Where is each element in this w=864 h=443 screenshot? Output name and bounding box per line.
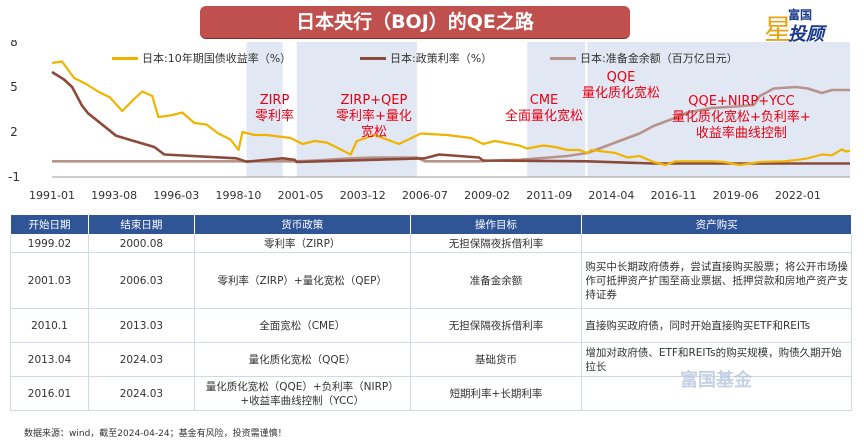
cell-assets: 直接购买政府债，同时开始直接购买ETF和REITs bbox=[581, 308, 852, 343]
watermark: 富国基金 bbox=[680, 370, 752, 391]
cell-start: 2001.03 bbox=[10, 252, 89, 309]
cell-end: 2024.03 bbox=[87, 376, 195, 411]
cell-start: 2010.1 bbox=[10, 308, 89, 343]
cell-policy: 量化质化宽松（QQE） bbox=[193, 342, 411, 377]
cell-policy: 零利率（ZIRP） bbox=[193, 234, 411, 253]
shaded-period bbox=[587, 42, 850, 177]
cell-start: 1999.02 bbox=[10, 234, 89, 253]
x-tick-label: 2011-09 bbox=[526, 189, 572, 202]
annotation-line: 量化质化宽松 bbox=[582, 86, 661, 101]
header-target: 操作目标 bbox=[409, 214, 583, 235]
table-row: 2013.04 2024.03 量化质化宽松（QQE） 基础货币 增加对政府债、… bbox=[10, 342, 852, 377]
annotation-cme: CME 全面量化宽松 bbox=[505, 93, 583, 125]
legend-label-policy: 日本:政策利率（%） bbox=[390, 52, 493, 65]
header-policy: 货币政策 bbox=[193, 214, 411, 235]
legend-swatch-yield bbox=[112, 56, 138, 60]
table-row: 2010.1 2013.03 全面宽松（CME） 无担保隔夜拆借利率 直接购买政… bbox=[10, 308, 852, 343]
annotation-line: CME bbox=[529, 93, 559, 108]
x-tick-label: 2001-05 bbox=[278, 189, 324, 202]
x-tick-label: 2022-01 bbox=[775, 189, 821, 202]
cell-start: 2013.04 bbox=[10, 342, 89, 377]
cell-target: 短期利率+长期利率 bbox=[409, 376, 583, 411]
y-tick-label: -1 bbox=[8, 170, 20, 184]
header-start-date: 开始日期 bbox=[10, 214, 89, 235]
x-tick-label: 2014-04 bbox=[588, 189, 634, 202]
annotation-line: QQE+NIRP+YCC bbox=[688, 94, 795, 109]
y-tick-label: 2 bbox=[10, 125, 18, 139]
legend-swatch-reserves bbox=[550, 56, 576, 60]
header-asset-purchase: 资产购买 bbox=[581, 214, 852, 235]
shaded-period bbox=[246, 42, 283, 177]
legend-item-reserves: 日本:准备金余额（百万亿日元） bbox=[550, 50, 738, 66]
boj-qe-chart: 8 5 2 -1 1991-01 1993-08 1996-03 1998-10 2001-05… bbox=[8, 40, 851, 202]
cell-end: 2013.03 bbox=[87, 308, 195, 343]
series-line-jgb-yield bbox=[51, 60, 851, 167]
cell-target: 基础货币 bbox=[409, 342, 583, 377]
cell-target: 无担保隔夜拆借利率 bbox=[409, 234, 583, 253]
annotation-line: 收益率曲线控制 bbox=[695, 126, 787, 141]
cell-assets bbox=[581, 234, 852, 253]
x-tick-label: 2016-11 bbox=[651, 189, 697, 202]
annotation-line: 全面量化宽松 bbox=[505, 109, 584, 124]
cell-end: 2024.03 bbox=[87, 342, 195, 377]
x-tick-label: 2003-12 bbox=[340, 189, 386, 202]
x-tick-label: 2019-06 bbox=[713, 189, 759, 202]
cell-start: 2016.01 bbox=[10, 376, 89, 411]
logo-line2: 投顾 bbox=[788, 24, 824, 45]
legend-swatch-policy bbox=[360, 56, 386, 60]
cell-assets: 增加对政府债、ETF和REITs的购买规模，购债久期开始拉长 bbox=[581, 342, 852, 377]
annotation-line: 宽松 bbox=[360, 125, 387, 140]
cell-policy: 全面宽松（CME） bbox=[193, 308, 411, 343]
annotation-line: QQE bbox=[606, 70, 636, 85]
x-tick-label: 1991-01 bbox=[29, 189, 75, 202]
shaded-period bbox=[296, 42, 417, 177]
x-tick-label: 1993-08 bbox=[91, 189, 137, 202]
footer-source: 数据来源：wind，截至2024-04-24；基金有风险，投资需谨慎！ bbox=[24, 429, 287, 439]
annotation-line: 零利率 bbox=[255, 109, 295, 124]
cell-assets bbox=[581, 376, 852, 411]
legend-label-reserves: 日本:准备金余额（百万亿日元） bbox=[580, 52, 738, 65]
page-title: 日本央行（BOJ）的QE之路 bbox=[200, 6, 630, 38]
annotation-line: ZIRP+QEP bbox=[340, 93, 408, 108]
x-tick-label: 1996-03 bbox=[153, 189, 199, 202]
brand-logo: 星 富国 投顾 bbox=[760, 6, 860, 46]
legend-item-policy-rate: 日本:政策利率（%） bbox=[360, 50, 492, 66]
table-row: 1999.02 2000.08 零利率（ZIRP） 无担保隔夜拆借利率 bbox=[10, 234, 852, 253]
logo-line1: 富国 bbox=[788, 8, 813, 22]
series-line-reserves bbox=[52, 85, 850, 163]
cell-assets: 购买中长期政府债券，尝试直接购买股票；将公开市场操作可抵押资产扩围至商业票据、抵… bbox=[581, 252, 852, 309]
annotation-line: 量化质化宽松+负利率+ bbox=[672, 110, 811, 125]
series-line-policy-rate bbox=[51, 70, 850, 165]
header-end-date: 结束日期 bbox=[87, 214, 195, 235]
cell-end: 2000.08 bbox=[87, 234, 195, 253]
annotation-zirp: ZIRP 零利率 bbox=[255, 93, 294, 125]
table-header-row: 开始日期 结束日期 货币政策 操作目标 资产购买 bbox=[10, 214, 852, 235]
x-tick-label: 2009-02 bbox=[464, 189, 510, 202]
y-tick-label: 8 bbox=[10, 40, 18, 49]
legend-label-yield: 日本:10年期国债收益率（%） bbox=[142, 52, 292, 65]
cell-policy: 量化质化宽松（QQE）+负利率（NIRP）+收益率曲线控制（YCC） bbox=[193, 376, 411, 411]
cell-target: 准备金余额 bbox=[409, 252, 583, 309]
table-row: 2001.03 2006.03 零利率（ZIRP）+量化宽松（QEP） 准备金余… bbox=[10, 252, 852, 309]
y-tick-label: 5 bbox=[10, 80, 18, 94]
star-icon: 星 bbox=[764, 13, 793, 46]
annotation-zirp-qep: ZIRP+QEP 零利率+量化 宽松 bbox=[336, 93, 412, 141]
annotation-qqe: QQE 量化质化宽松 bbox=[582, 70, 660, 102]
annotation-qqe-nirp-ycc: QQE+NIRP+YCC 量化质化宽松+负利率+ 收益率曲线控制 bbox=[672, 94, 811, 142]
cell-target: 无担保隔夜拆借利率 bbox=[409, 308, 583, 343]
annotation-line: 零利率+量化 bbox=[336, 109, 412, 124]
policy-table: 开始日期 结束日期 货币政策 操作目标 资产购买 1999.02 2000.08… bbox=[10, 214, 852, 411]
cell-end: 2006.03 bbox=[87, 252, 195, 309]
table-row: 2016.01 2024.03 量化质化宽松（QQE）+负利率（NIRP）+收益… bbox=[10, 376, 852, 411]
legend-item-jgb-yield: 日本:10年期国债收益率（%） bbox=[112, 50, 291, 66]
cell-policy: 零利率（ZIRP）+量化宽松（QEP） bbox=[193, 252, 411, 309]
x-tick-label: 2006-07 bbox=[402, 189, 448, 202]
annotation-line: ZIRP bbox=[259, 93, 290, 108]
x-tick-label: 1998-10 bbox=[215, 189, 261, 202]
